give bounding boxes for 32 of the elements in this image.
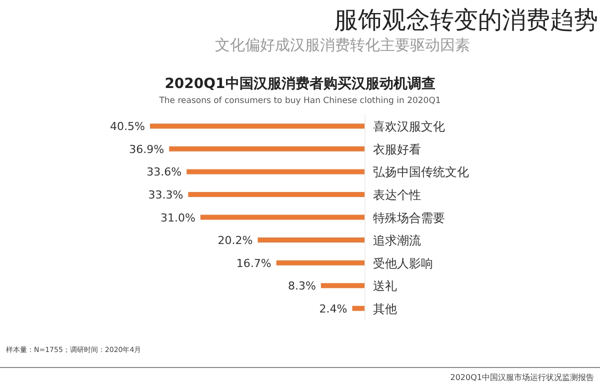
data-label: 40.5% <box>110 120 145 134</box>
bar <box>150 124 365 129</box>
data-label: 33.6% <box>146 166 182 179</box>
bar <box>169 146 365 152</box>
y-tick-label: 衣服好看 <box>373 142 421 156</box>
data-label: 36.9% <box>129 142 164 156</box>
y-tick-label: 受他人影响 <box>373 256 433 270</box>
data-label: 8.3% <box>288 280 316 293</box>
y-tick-label: 弘扬中国传统文化 <box>373 165 469 180</box>
bar <box>320 283 365 288</box>
y-tick-label: 特殊场合需要 <box>373 210 445 225</box>
text: 2020Q1中国汉服市场运行状况监测报告 <box>450 372 594 383</box>
bar <box>258 238 365 243</box>
text: 服饰观念转变的消费趋势 <box>334 5 598 36</box>
y-tick-label: 其他 <box>373 302 397 316</box>
y-tick-label: 送礼 <box>373 279 397 294</box>
y-tick-label: 表达个性 <box>373 188 421 202</box>
y-tick-label: 追求潮流 <box>373 234 421 248</box>
y-tick-label: 喜欢汉服文化 <box>373 120 445 134</box>
chart-title: 2020Q1中国汉服消费者购买汉服动机调查 <box>164 75 436 93</box>
text: 文化偏好成汉服消费转化主要驱动因素 <box>215 36 470 55</box>
data-label: 16.7% <box>236 256 272 270</box>
bar <box>352 306 365 311</box>
bar <box>200 214 365 220</box>
data-label: 2.4% <box>319 302 348 316</box>
bar <box>188 192 365 197</box>
chart-subtitle: The reasons of consumers to buy Han Chinese clothing in 2020Q1 <box>158 96 442 106</box>
data-label: 20.2% <box>218 234 253 248</box>
bar <box>276 260 365 266</box>
data-label: 31.0% <box>160 211 196 224</box>
bar <box>186 169 365 174</box>
data-label: 33.3% <box>148 188 184 202</box>
